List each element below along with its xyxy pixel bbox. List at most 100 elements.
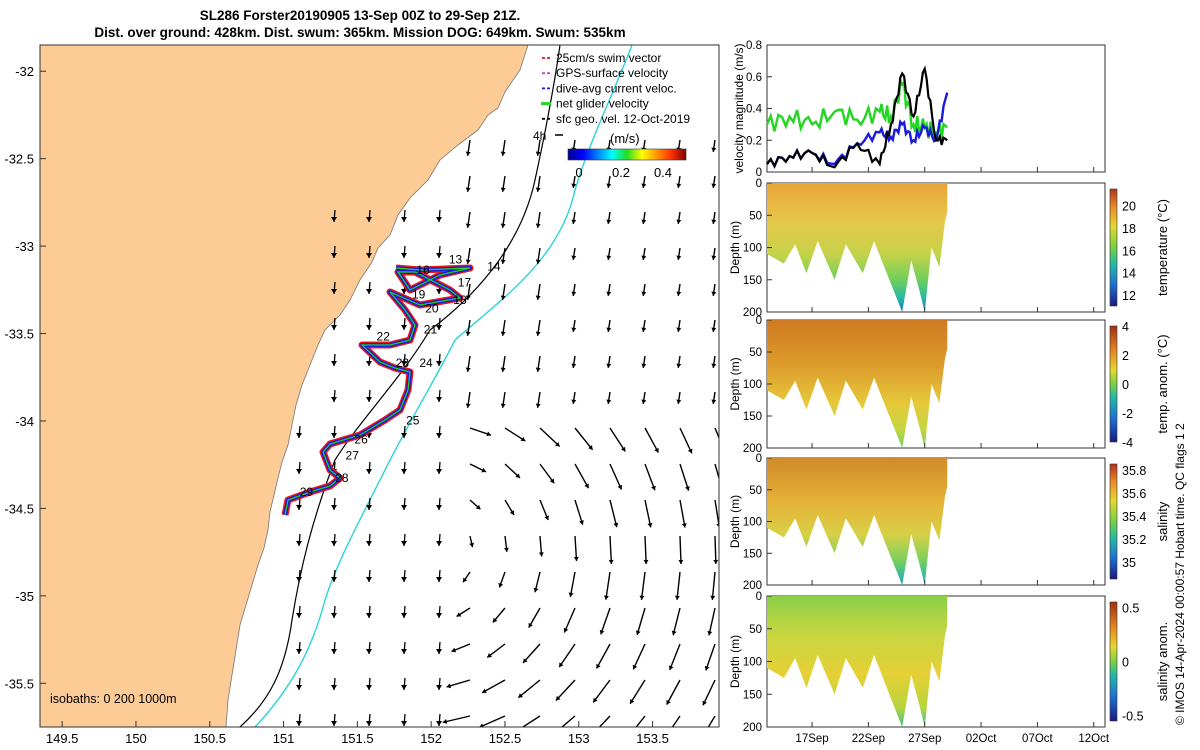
depth-ytick-label: 100 [743, 657, 762, 669]
current-vector-head [366, 217, 372, 222]
current-vector-head [436, 397, 442, 402]
current-vector-head [366, 649, 372, 654]
depth-ytick-label: 150 [743, 411, 762, 423]
current-vector-head [571, 255, 577, 260]
current-vector [598, 715, 611, 727]
current-vector-head [647, 522, 653, 528]
current-vector-head [500, 367, 506, 372]
current-vector-head [465, 151, 471, 156]
legend-label: sfc geo. vel. 12-Oct-2019 [556, 112, 690, 126]
current-vector-head [628, 733, 632, 738]
current-vectors [296, 139, 727, 738]
time-tick-label: 07Oct [1022, 733, 1053, 745]
current-vector [522, 643, 541, 664]
current-vector-head [366, 577, 372, 582]
current-vector-head [702, 700, 707, 706]
depth-ytick-label: 100 [743, 379, 762, 391]
current-vector-head [500, 223, 506, 228]
current-vector-head [613, 522, 619, 528]
current-vector [669, 643, 681, 671]
current-vector [679, 535, 682, 565]
velocity-ylabel: velocity magnitude (m/s) [732, 43, 746, 173]
current-vector-head [401, 361, 407, 366]
current-vector-head [518, 693, 523, 698]
current-vector-head [711, 327, 717, 332]
current-vector-head [331, 325, 337, 330]
current-vector [632, 643, 646, 670]
current-vector-head [331, 577, 337, 582]
depth-ytick-label: 0 [756, 591, 762, 603]
lon-tick-label: 151 [273, 731, 295, 746]
depth-ytick-label: 100 [743, 517, 762, 529]
current-vector-head [366, 505, 372, 510]
current-vector-head [366, 721, 372, 726]
current-vector-head [676, 219, 682, 224]
day-label: 18 [453, 293, 467, 307]
current-vector [595, 643, 611, 669]
current-vector-head [711, 255, 717, 260]
scale-label: 4h [533, 129, 546, 143]
colorbar [1109, 463, 1118, 580]
current-vector [521, 715, 541, 727]
lat-tick-label: -35 [15, 589, 34, 604]
current-vector-head [571, 291, 577, 296]
current-vector-head [331, 217, 337, 222]
current-vector-head [331, 433, 337, 438]
current-vector-head [681, 523, 687, 528]
current-vector [714, 427, 719, 440]
current-vector-head [635, 630, 641, 635]
day-label: 16 [416, 263, 430, 277]
velocity-series-line [765, 76, 949, 142]
depth-panel-2: 0 50 100 150 200 Depth (m) -4 -2 0 2 4 temp. anom. … [728, 315, 1170, 455]
current-vector-head [401, 289, 407, 294]
current-vector-head [442, 719, 448, 724]
current-vector-head [401, 325, 407, 330]
lon-tick-label: 151.5 [341, 731, 374, 746]
day-label: 29 [300, 485, 314, 499]
current-vector-head [465, 403, 471, 408]
current-vector [644, 535, 647, 565]
current-vector-head [674, 595, 680, 600]
day-label: 13 [449, 253, 463, 267]
lat-tick-label: -34.5 [4, 501, 34, 516]
current-vector-head [500, 259, 506, 264]
day-label: 14 [487, 260, 501, 274]
current-vector-head [509, 510, 515, 516]
current-vector-head [498, 582, 504, 588]
colorbar-tick: 0 [575, 165, 582, 180]
current-vector-head [528, 622, 533, 628]
current-vector-head [584, 483, 589, 489]
isobath-200m [239, 45, 561, 727]
section-fill [767, 458, 948, 585]
depth-ytick-label: 50 [749, 347, 762, 359]
depth-ytick-label: 150 [743, 548, 762, 560]
current-vector-head [676, 255, 682, 260]
legend-label: 25cm/s swim vector [556, 51, 661, 65]
current-vector [605, 571, 611, 600]
velocity-ytick-label: 0.8 [746, 40, 762, 52]
day-label: 25 [406, 413, 420, 427]
current-vector-head [436, 505, 442, 510]
depth-ytick-label: 50 [749, 624, 762, 636]
current-vector [517, 679, 541, 699]
colorbar-tick-label: 35.2 [1122, 533, 1146, 547]
current-vector-head [296, 541, 302, 546]
time-tick-label: 22Sep [852, 733, 885, 745]
colorbar-tick-label: 35.6 [1122, 487, 1146, 501]
current-vector-head [606, 183, 612, 188]
current-vector-head [641, 255, 647, 260]
colorbar-label: salinity [1155, 501, 1170, 541]
current-vector-head [535, 187, 541, 192]
colorbar-label: salinity anom. [1155, 622, 1170, 701]
current-vector-head [722, 449, 727, 454]
section-fill [767, 183, 948, 312]
current-vector-head [606, 219, 612, 224]
current-vector-head [436, 613, 442, 618]
current-vector-head [654, 447, 659, 453]
current-vector-head [639, 595, 645, 600]
current-vector [555, 679, 576, 701]
current-vector-head [331, 253, 337, 258]
day-label: 27 [346, 448, 360, 462]
